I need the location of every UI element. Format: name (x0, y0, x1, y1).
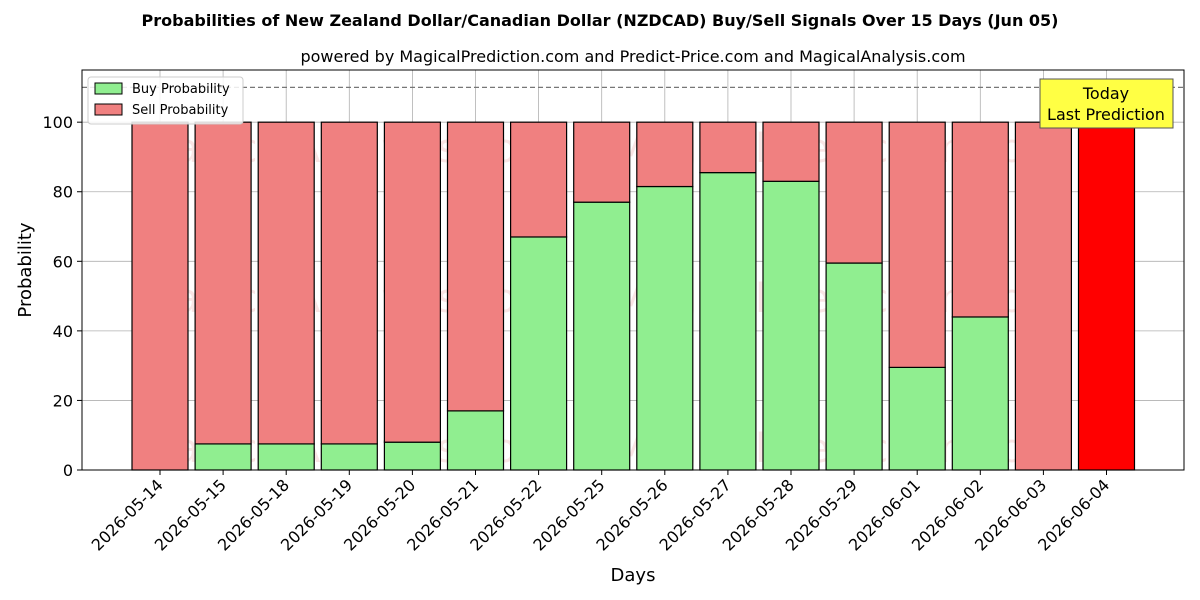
sell-bar (194, 121, 252, 445)
sell-bar (446, 121, 505, 412)
annotation-text: Today (1082, 84, 1129, 103)
sell-bar (825, 121, 883, 264)
buy-bar (510, 236, 568, 471)
sell-bar (131, 121, 189, 471)
y-tick-label: 20 (53, 391, 73, 410)
buy-bar (699, 172, 757, 471)
buy-bar (636, 185, 694, 471)
annotation-text: Last Prediction (1047, 105, 1165, 124)
buy-bar (573, 201, 631, 471)
chart-subtitle: powered by MagicalPrediction.com and Pre… (300, 47, 965, 66)
buy-bar (194, 443, 252, 471)
buy-bar (257, 443, 315, 471)
buy-bar (951, 316, 1009, 471)
y-tick-label: 100 (42, 113, 73, 132)
annotation-box (1039, 78, 1174, 129)
plot-frame (81, 69, 1185, 471)
buy-bar (446, 410, 505, 471)
y-tick-label: 0 (63, 461, 73, 480)
buy-bar (825, 262, 883, 471)
sell-bar (1014, 121, 1073, 471)
sell-bar (383, 121, 441, 443)
legend-label: Buy Probability (132, 82, 230, 97)
buy-bar (383, 441, 441, 471)
sell-bar (257, 121, 315, 445)
x-axis-label: Days (611, 565, 656, 586)
legend-swatch (94, 82, 123, 95)
sell-bar (888, 121, 946, 368)
today-annotation: Today Last Prediction (1039, 78, 1174, 129)
sell-bar (762, 121, 820, 182)
legend-swatch (94, 103, 123, 116)
sell-bar (510, 121, 568, 238)
buy-bar (762, 180, 820, 471)
chart-title: Probabilities of New Zealand Dollar/Cana… (142, 11, 1059, 30)
sell-bar (320, 121, 378, 445)
sell-bar (699, 121, 757, 174)
y-tick-label: 60 (53, 252, 73, 271)
legend-box (87, 76, 244, 125)
buy-bar (320, 443, 378, 471)
sell-bar (573, 121, 631, 203)
sell-bar (1077, 121, 1136, 471)
legend: Buy Probability Sell Probability (87, 76, 244, 125)
y-tick-label: 40 (53, 322, 73, 341)
y-tick-label: 80 (53, 183, 73, 202)
y-axis-label: Probability (15, 222, 36, 317)
legend-label: Sell Probability (132, 103, 229, 118)
buy-bar (888, 366, 946, 471)
sell-bar (636, 121, 694, 188)
sell-bar (951, 121, 1009, 318)
